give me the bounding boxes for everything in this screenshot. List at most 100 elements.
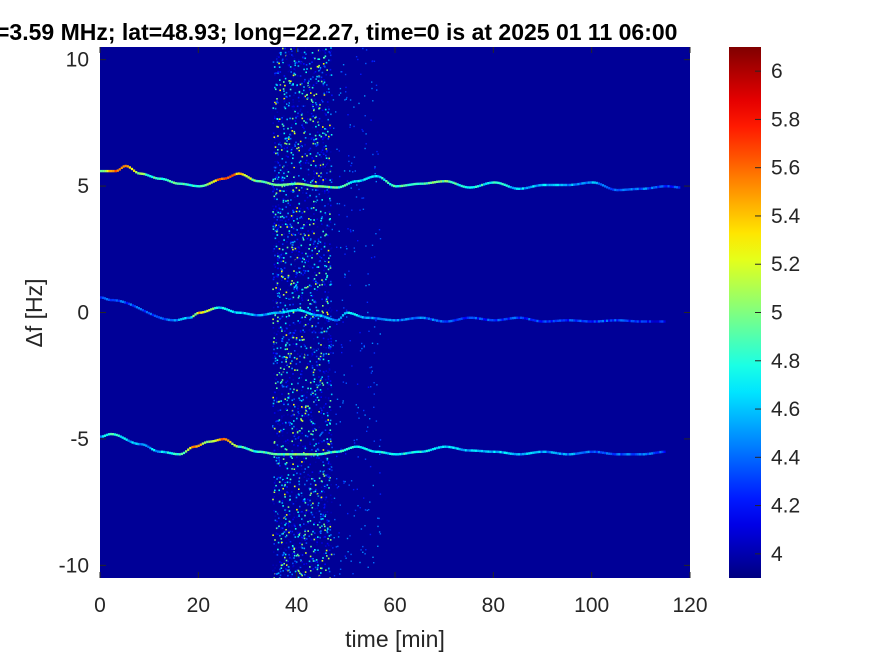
noise-speck	[281, 564, 284, 566]
noise-speck	[299, 542, 301, 544]
noise-speck	[310, 488, 313, 490]
trace-point	[511, 186, 514, 190]
noise-speck	[324, 112, 326, 115]
noise-speck	[312, 223, 315, 225]
trace-point	[634, 187, 637, 191]
noise-speck	[285, 530, 288, 532]
trace-point	[417, 182, 420, 185]
noise-speck	[286, 341, 289, 344]
noise-speck	[328, 333, 330, 335]
noise-speck	[327, 378, 330, 380]
trace-point	[517, 316, 521, 319]
noise-speck	[277, 120, 280, 123]
noise-speck	[318, 426, 321, 429]
trace-point	[273, 311, 276, 315]
noise-speck	[304, 412, 307, 415]
noise-speck	[323, 346, 325, 348]
noise-speck	[304, 324, 307, 326]
noise-speck	[299, 321, 302, 323]
noise-speck	[274, 355, 276, 358]
noise-speck	[285, 173, 287, 175]
noise-speck	[296, 105, 299, 108]
noise-speck	[345, 557, 347, 559]
noise-speck	[329, 383, 331, 385]
noise-speck	[297, 143, 300, 145]
trace-point	[111, 433, 114, 436]
noise-speck	[310, 219, 312, 221]
noise-speck	[296, 428, 298, 431]
noise-speck	[284, 463, 287, 465]
noise-speck	[313, 120, 316, 123]
noise-speck	[311, 433, 314, 436]
noise-speck	[294, 369, 296, 371]
noise-speck	[279, 216, 282, 218]
noise-speck	[315, 155, 318, 157]
trace-point	[383, 318, 386, 321]
noise-speck	[289, 216, 291, 219]
noise-speck	[314, 551, 317, 554]
noise-speck	[281, 422, 284, 425]
trace-point	[341, 449, 345, 452]
noise-speck	[293, 543, 295, 546]
trace-point	[229, 175, 232, 178]
noise-speck	[320, 530, 322, 532]
noise-speck	[303, 325, 305, 327]
noise-speck	[323, 92, 325, 95]
noise-speck	[309, 181, 312, 184]
noise-speck	[292, 336, 295, 339]
trace-point	[552, 451, 555, 454]
trace-point	[503, 318, 506, 321]
trace-point	[225, 438, 228, 441]
noise-speck	[275, 272, 278, 275]
noise-speck	[325, 308, 327, 311]
noise-speck	[272, 122, 275, 124]
trace-point	[271, 183, 274, 186]
trace-point	[456, 447, 459, 450]
noise-speck	[327, 297, 329, 299]
trace-point	[139, 172, 142, 175]
noise-speck	[298, 514, 300, 516]
trace-point	[601, 319, 605, 323]
noise-speck	[284, 496, 286, 498]
noise-speck	[293, 485, 296, 488]
trace-point	[573, 319, 576, 322]
noise-speck	[293, 247, 295, 249]
noise-speck	[327, 537, 329, 540]
noise-speck	[275, 242, 278, 245]
noise-speck	[296, 50, 299, 52]
noise-speck	[343, 307, 345, 309]
noise-speck	[284, 556, 286, 559]
noise-speck	[295, 494, 297, 497]
noise-speck	[292, 296, 295, 299]
noise-speck	[309, 223, 311, 226]
noise-speck	[295, 141, 297, 144]
noise-speck	[277, 72, 279, 74]
trace-point	[117, 299, 120, 302]
noise-speck	[284, 99, 286, 101]
trace-point	[324, 185, 327, 188]
trace-point	[583, 320, 586, 323]
noise-speck	[276, 420, 278, 422]
noise-speck	[316, 266, 318, 268]
noise-speck	[320, 513, 322, 515]
noise-speck	[327, 420, 330, 423]
noise-speck	[305, 562, 308, 565]
noise-speck	[307, 362, 309, 365]
noise-speck	[300, 244, 303, 247]
noise-speck	[370, 366, 373, 368]
noise-speck	[297, 232, 300, 234]
trace-point	[419, 316, 422, 319]
noise-speck	[355, 404, 357, 406]
noise-speck	[311, 353, 314, 356]
noise-speck	[279, 141, 281, 144]
noise-speck	[299, 572, 301, 575]
noise-speck	[315, 512, 318, 514]
noise-speck	[318, 272, 321, 274]
trace-point	[193, 445, 196, 448]
noise-speck	[277, 446, 280, 448]
noise-speck	[362, 197, 365, 199]
noise-speck	[294, 560, 296, 562]
noise-speck	[293, 130, 296, 133]
noise-speck	[275, 544, 277, 547]
trace-point	[391, 319, 394, 322]
